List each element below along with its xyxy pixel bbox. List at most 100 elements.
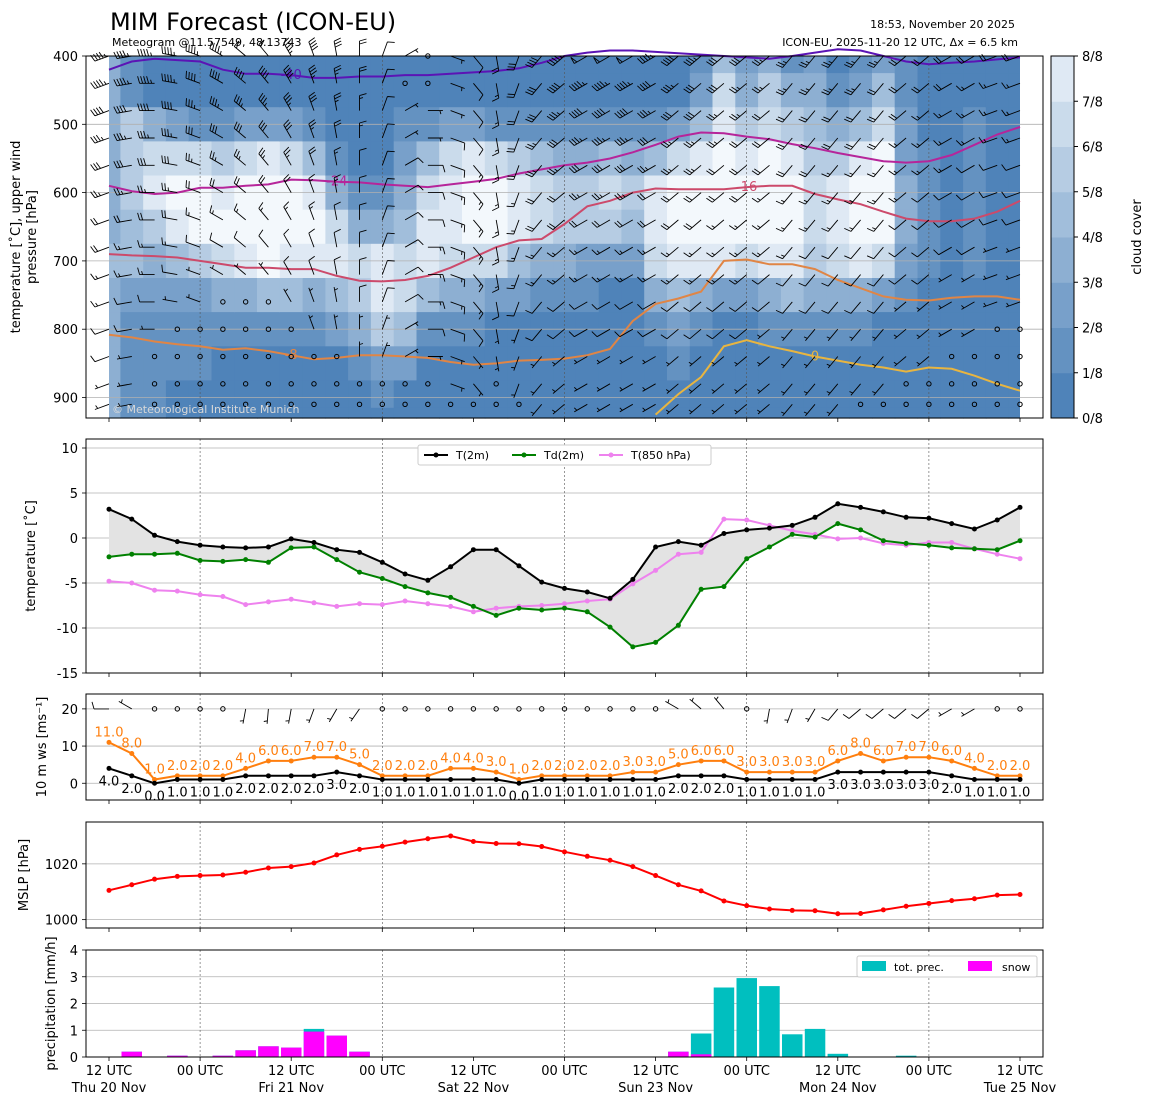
mean-wind-point	[880, 769, 886, 775]
cloud-cell	[325, 346, 349, 382]
gust-value-label: 2.0	[987, 759, 1008, 774]
series-1-point	[220, 558, 226, 564]
wind-barb	[113, 104, 132, 114]
y-tick-label: 700	[53, 255, 78, 270]
wind-barb	[803, 383, 816, 396]
y-tick-label: 800	[53, 323, 78, 338]
series-1-point	[448, 594, 454, 600]
wind-barb	[844, 274, 861, 287]
snow-bar	[303, 1031, 325, 1057]
series-0-point	[675, 539, 681, 545]
wind-barb	[161, 128, 178, 139]
wind-barb	[734, 383, 747, 394]
cloud-cell	[735, 209, 759, 245]
wind-barb	[258, 202, 269, 221]
wind-barb	[821, 165, 839, 178]
wind-barb	[116, 355, 132, 360]
wind-barb	[978, 191, 998, 199]
cloud-cell	[553, 380, 577, 409]
calm-wind-circle	[1017, 326, 1023, 332]
mean-wind-value-label: 1.0	[736, 786, 757, 801]
y-tick-label: 0	[70, 1051, 78, 1066]
wind-barb	[530, 383, 543, 396]
mslp-point	[516, 841, 522, 847]
cloud-cell	[439, 73, 463, 108]
cloud-cell	[826, 278, 850, 313]
cloud-cell	[530, 73, 554, 108]
mean-wind-point	[402, 777, 408, 783]
calm-wind-circle	[151, 353, 158, 360]
gust-point	[129, 751, 135, 757]
wind-barb	[728, 328, 747, 340]
cloud-cell	[985, 209, 1010, 245]
wind-barb	[404, 348, 419, 357]
cloud-cell	[735, 380, 759, 409]
wind-barb	[333, 64, 342, 84]
cloud-cell	[109, 278, 121, 313]
cloud-cell	[712, 209, 736, 245]
cloud-cell	[963, 73, 987, 108]
cloud-cell	[575, 73, 600, 108]
mslp-point	[129, 882, 135, 888]
series-1-point	[835, 521, 841, 527]
series-0-point	[630, 576, 636, 582]
gust-value-label: 4.0	[964, 751, 985, 766]
cloud-cell	[598, 346, 623, 382]
wind-barb	[826, 328, 839, 341]
wind-barb	[333, 146, 341, 166]
mslp-point	[721, 898, 727, 904]
series-0-point	[106, 506, 112, 512]
series-0-point	[653, 544, 659, 550]
wind-barb	[492, 274, 500, 293]
cloud-cell	[712, 407, 736, 419]
mean-wind-point	[653, 777, 659, 783]
wind-barb	[308, 314, 315, 330]
cloud-cell	[758, 209, 782, 245]
calm-wind-circle	[516, 706, 522, 712]
calm-wind-circle	[994, 353, 1000, 360]
wind-barb	[185, 234, 201, 248]
legend-label: snow	[1002, 961, 1030, 974]
cloud-cell	[484, 209, 509, 245]
cloud-cell	[234, 346, 258, 382]
mean-wind-point	[174, 777, 180, 783]
wind-barb	[473, 246, 484, 266]
wind-barb	[751, 192, 770, 203]
cloud-cell	[348, 209, 372, 245]
total-precip-bar	[759, 986, 780, 1057]
wind-barb	[546, 328, 565, 340]
x-tick-label: 12 UTC	[450, 1064, 496, 1079]
model-run-info: ICON-EU, 2025-11-20 12 UTC, Δx = 6.5 km	[782, 36, 1018, 49]
gust-value-label: 6.0	[941, 744, 962, 759]
series-1-point	[493, 612, 499, 618]
calm-wind-circle	[356, 401, 363, 408]
y-tick-label: 4	[70, 944, 78, 959]
cloud-cell	[393, 141, 418, 177]
wind-barb	[450, 192, 466, 206]
wind-barb	[660, 301, 679, 312]
wind-barb	[821, 192, 839, 205]
calm-wind-circle	[174, 381, 181, 387]
wind-barb	[306, 708, 315, 724]
series-2-point	[949, 540, 955, 545]
wind-barb	[308, 255, 315, 275]
cloud-cell	[872, 56, 896, 74]
mslp-point	[174, 873, 180, 879]
cloud-cell	[109, 380, 121, 409]
gust-point	[584, 773, 590, 779]
y-tick-label: 5	[70, 487, 78, 502]
cloud-cell	[416, 56, 440, 74]
mean-wind-value-label: 2.0	[281, 782, 302, 797]
wind-barb	[805, 708, 816, 723]
wind-barb	[982, 246, 998, 253]
series-2-point	[448, 603, 454, 609]
wind-barb	[492, 247, 500, 266]
wind-barb	[525, 83, 543, 96]
cloud-cell	[735, 346, 759, 382]
cloud-cell	[712, 56, 736, 74]
wind-barb	[821, 110, 839, 123]
wind-barb	[427, 274, 446, 282]
cloud-cell	[894, 73, 919, 108]
wind-barb	[591, 192, 611, 201]
mean-wind-value-label: 3.0	[873, 778, 894, 793]
